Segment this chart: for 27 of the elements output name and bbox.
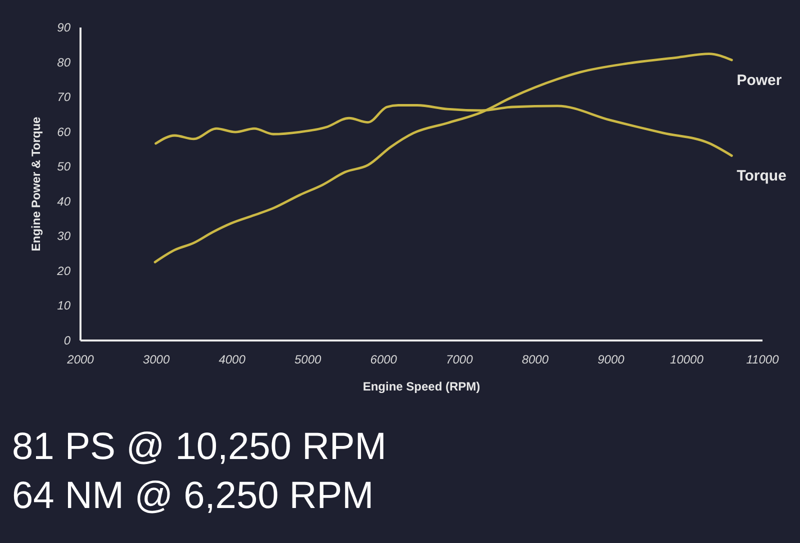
y-tick-label: 0 bbox=[64, 334, 71, 348]
text: 64 NM @ 6,250 RPM bbox=[12, 475, 374, 517]
y-tick-label: 80 bbox=[57, 55, 71, 70]
y-tick-label: 70 bbox=[57, 90, 71, 104]
x-tick-label: 9000 bbox=[598, 352, 625, 366]
x-tick-label: 3000 bbox=[142, 352, 170, 366]
y-axis-title: Engine Power & Torque bbox=[29, 116, 44, 252]
series-label: Torque bbox=[736, 168, 786, 185]
y-tick-label: 50 bbox=[57, 160, 71, 174]
series-label: Power bbox=[736, 72, 782, 90]
x-tick-label: 5000 bbox=[294, 352, 322, 366]
x-tick-label: 7000 bbox=[446, 352, 474, 366]
x-tick-label: 10000 bbox=[670, 352, 704, 366]
x-tick-label: 8000 bbox=[522, 352, 549, 366]
text: 81 PS @ 10,250 RPM bbox=[12, 426, 386, 468]
x-tick-label: 2000 bbox=[66, 352, 94, 366]
y-tick-label: 40 bbox=[57, 194, 71, 208]
x-tick-label: 11000 bbox=[746, 352, 780, 366]
y-tick-label: 20 bbox=[56, 264, 71, 278]
x-axis-title: Engine Speed (RPM) bbox=[362, 380, 480, 394]
y-tick-label: 90 bbox=[57, 20, 71, 34]
x-tick-label: 4000 bbox=[218, 352, 246, 366]
x-tick-label: 6000 bbox=[370, 352, 398, 366]
y-tick-label: 60 bbox=[57, 124, 71, 139]
line-series bbox=[154, 52, 733, 264]
y-tick-label: 10 bbox=[57, 298, 71, 313]
y-tick-label: 30 bbox=[57, 229, 71, 244]
